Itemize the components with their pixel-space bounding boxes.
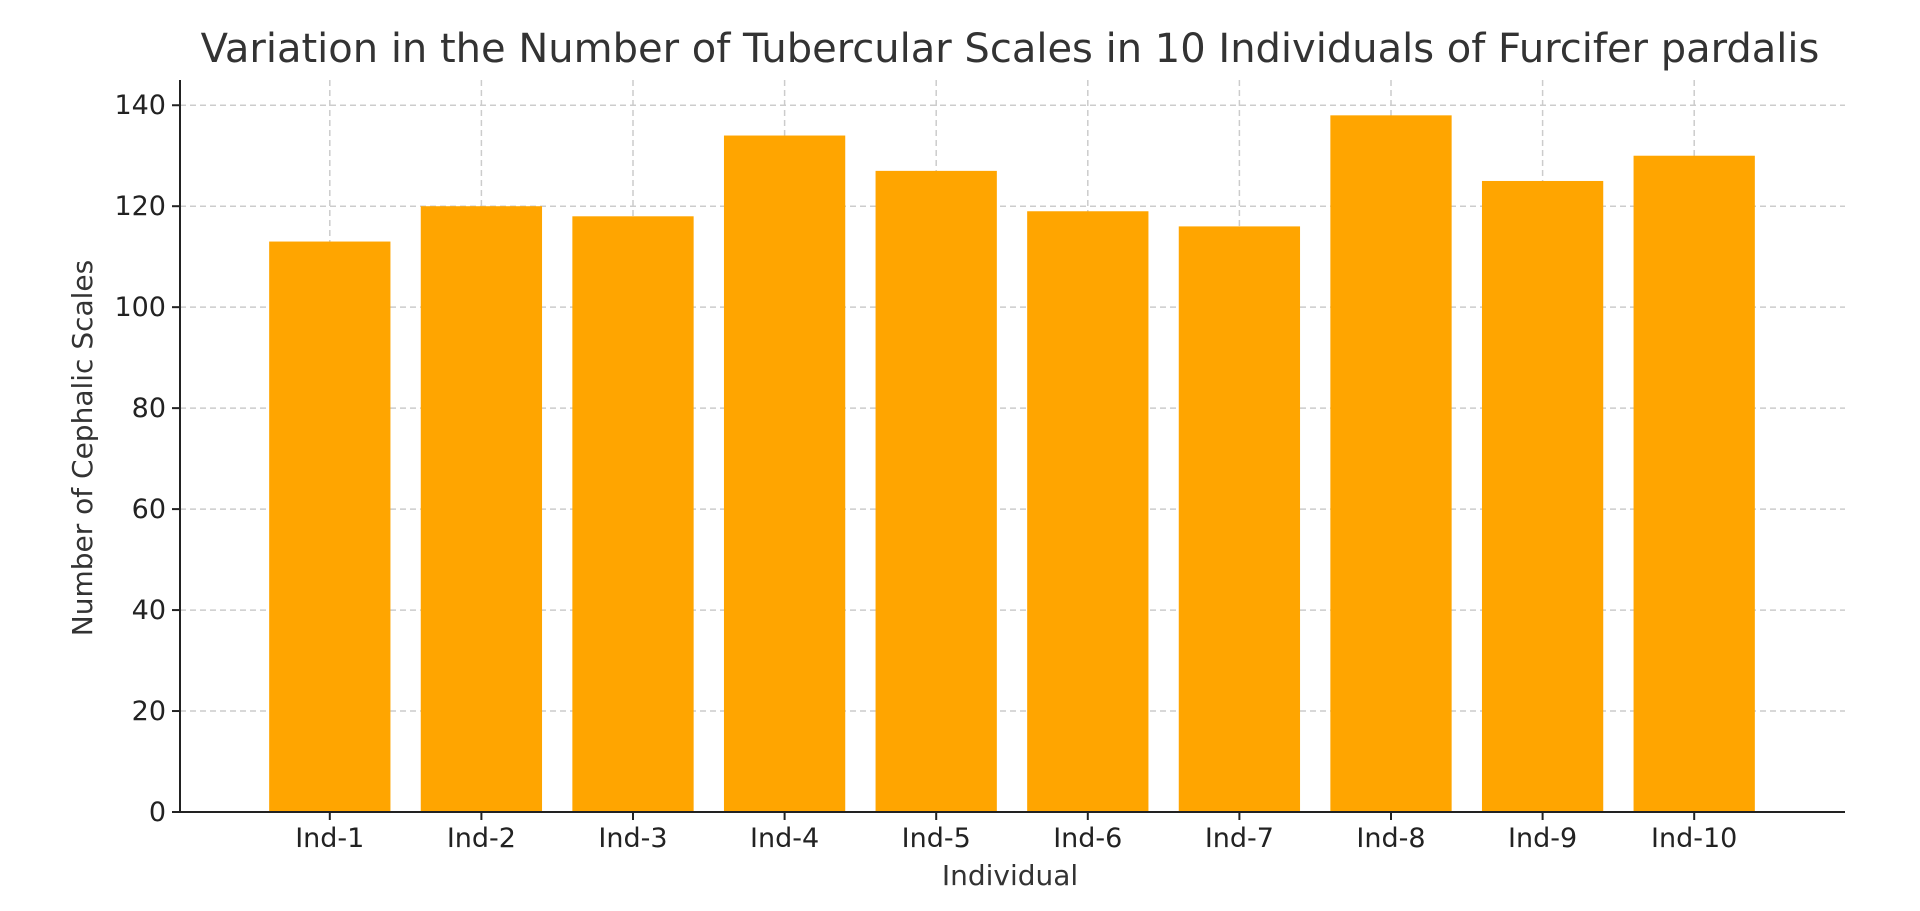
bar xyxy=(420,206,543,812)
bar xyxy=(1027,211,1149,812)
y-axis-ticks: 0 20 40 60 80 100 120 140 xyxy=(114,90,180,828)
bar xyxy=(1330,115,1452,812)
bar xyxy=(1633,155,1755,813)
bar xyxy=(1178,226,1301,812)
y-tick-label: 120 xyxy=(114,191,166,222)
bar xyxy=(269,241,391,813)
y-tick-label: 100 xyxy=(114,292,166,323)
x-tick-label: Ind-4 xyxy=(750,823,819,854)
y-tick-label: 140 xyxy=(114,90,166,121)
bar xyxy=(875,170,997,813)
bars xyxy=(269,115,1755,813)
chart-title: Variation in the Number of Tubercular Sc… xyxy=(201,26,1820,72)
x-tick-label: Ind-2 xyxy=(447,823,516,854)
y-axis-label: Number of Cephalic Scales xyxy=(66,260,99,637)
x-tick-label: Ind-5 xyxy=(902,823,971,854)
y-tick-label: 60 xyxy=(132,494,166,525)
x-tick-label: Ind-9 xyxy=(1508,823,1577,854)
x-axis-ticks: Ind-1 Ind-2 Ind-3 Ind-4 Ind-5 Ind-6 Ind-7 Ind-8… xyxy=(295,812,1737,854)
x-tick-label: Ind-1 xyxy=(295,823,364,854)
x-tick-label: Ind-3 xyxy=(598,823,667,854)
x-axis-label: Individual xyxy=(942,859,1078,892)
bar xyxy=(723,135,846,813)
x-tick-label: Ind-6 xyxy=(1053,823,1122,854)
x-tick-label: Ind-10 xyxy=(1651,823,1737,854)
axes xyxy=(179,80,1845,813)
bar xyxy=(572,216,694,812)
x-tick-label: Ind-7 xyxy=(1205,823,1274,854)
y-tick-label: 20 xyxy=(132,696,166,727)
y-tick-label: 40 xyxy=(132,595,166,626)
x-tick-label: Ind-8 xyxy=(1356,823,1425,854)
y-tick-label: 80 xyxy=(132,393,166,424)
bar xyxy=(1481,180,1604,812)
y-tick-label: 0 xyxy=(149,797,166,828)
